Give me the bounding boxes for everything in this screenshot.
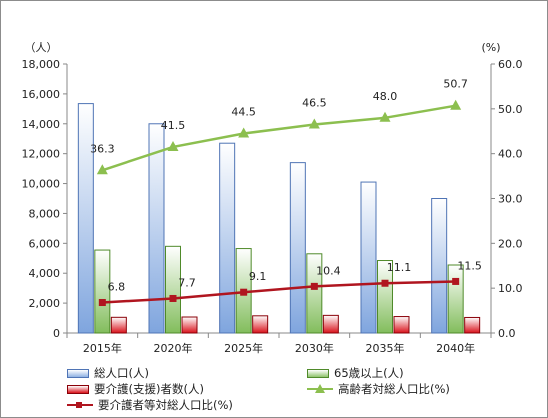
marker-care-ratio	[452, 277, 460, 285]
bar-total-population	[148, 123, 165, 334]
bar-care-recipients	[110, 316, 127, 334]
x-tick-label: 2040年	[436, 341, 475, 355]
data-label-elderly-ratio: 48.0	[373, 90, 398, 103]
bars	[77, 103, 481, 334]
marker-elderly-ratio	[379, 111, 391, 122]
data-label-care-ratio: 7.7	[178, 276, 196, 289]
line-elderly-ratio	[101, 104, 456, 172]
line-care-ratio	[102, 280, 456, 304]
legend-label-elderly-ratio: 高齢者対総人口比(%)	[338, 382, 450, 396]
left-tick-label: 2,000	[29, 297, 61, 310]
bar-total-population	[360, 181, 377, 334]
bar-total-population	[431, 198, 448, 334]
legend-swatch-65-plus	[307, 368, 329, 378]
legend: 総人口(人) 65歳以上(人) 要介護(支援)者数(人) 高齢者対総人口比(%)…	[67, 365, 537, 415]
legend-swatch-total-population	[67, 368, 89, 378]
x-tick-label: 2035年	[366, 341, 405, 355]
marker-care-ratio	[169, 294, 177, 302]
marker-elderly-ratio	[450, 99, 462, 110]
bar-care-recipients	[464, 316, 481, 334]
data-labels: 36.3 41.5 44.5 46.5 48.0 50.7 6.8 7.7 9.1 10.4 11.…	[90, 78, 482, 294]
right-tick-label: 10.0	[498, 282, 523, 295]
left-tick-label: 14,000	[22, 118, 61, 131]
left-tick-label: 18,000	[22, 58, 61, 71]
bar-65-plus	[306, 253, 323, 334]
bar-total-population	[77, 103, 94, 334]
bar-care-recipients	[252, 315, 269, 334]
lines	[96, 99, 462, 307]
right-tick-label: 20.0	[498, 237, 523, 250]
legend-label-65-plus: 65歳以上(人)	[334, 366, 404, 380]
legend-marker-care-ratio	[67, 400, 93, 410]
left-tick-label: 16,000	[22, 88, 61, 101]
bar-total-population	[219, 142, 236, 334]
left-tick-label: 10,000	[22, 178, 61, 191]
marker-care-ratio	[240, 288, 248, 296]
x-tick-label: 2030年	[295, 341, 334, 355]
data-label-care-ratio: 11.1	[387, 261, 412, 274]
data-label-elderly-ratio: 36.3	[90, 142, 115, 155]
legend-item-care-ratio: 要介護者等対総人口比(%)	[67, 397, 233, 413]
legend-item-65-plus: 65歳以上(人)	[307, 365, 404, 381]
bar-care-recipients	[393, 316, 410, 334]
legend-swatch-care-recipients	[67, 384, 89, 394]
marker-care-ratio	[310, 282, 318, 290]
left-tick-label: 0	[53, 327, 60, 340]
marker-care-ratio	[381, 279, 389, 287]
right-tick-label: 30.0	[498, 193, 523, 206]
bar-65-plus	[94, 249, 111, 334]
legend-item-elderly-ratio: 高齢者対総人口比(%)	[307, 381, 450, 397]
x-tick-label: 2025年	[224, 341, 263, 355]
left-tick-label: 12,000	[22, 148, 61, 161]
left-axis-unit: （人）	[25, 41, 58, 54]
data-label-elderly-ratio: 44.5	[231, 105, 256, 118]
data-label-care-ratio: 9.1	[249, 270, 267, 283]
x-tick-label: 2015年	[83, 341, 122, 355]
marker-elderly-ratio	[308, 118, 320, 129]
data-label-elderly-ratio: 41.5	[161, 119, 186, 132]
right-tick-label: 0.0	[498, 327, 516, 340]
left-tick-label: 8,000	[29, 207, 61, 220]
bar-care-recipients	[181, 316, 198, 334]
right-tick-label: 50.0	[498, 103, 523, 116]
legend-label-total-population: 総人口(人)	[94, 366, 149, 380]
right-tick-label: 40.0	[498, 148, 523, 161]
data-label-care-ratio: 6.8	[108, 281, 126, 294]
bar-65-plus	[447, 264, 464, 334]
left-tick-label: 6,000	[29, 237, 61, 250]
marker-elderly-ratio	[238, 127, 250, 138]
data-label-elderly-ratio: 50.7	[443, 78, 468, 91]
right-tick-label: 60.0	[498, 58, 523, 71]
data-label-elderly-ratio: 46.5	[302, 97, 327, 110]
legend-marker-elderly-ratio	[307, 384, 333, 394]
bar-65-plus	[165, 245, 181, 334]
marker-elderly-ratio	[167, 140, 179, 151]
legend-item-care-recipients: 要介護(支援)者数(人)	[67, 381, 204, 397]
legend-item-total-population: 総人口(人)	[67, 365, 149, 381]
marker-care-ratio	[98, 299, 106, 307]
bar-total-population	[289, 162, 306, 334]
bar-65-plus	[377, 260, 393, 334]
data-label-care-ratio: 11.5	[457, 259, 482, 272]
legend-label-care-recipients: 要介護(支援)者数(人)	[94, 382, 204, 396]
x-tick-label: 2020年	[154, 341, 193, 355]
right-axis-unit: (%)	[481, 41, 500, 54]
data-label-care-ratio: 10.4	[316, 264, 341, 277]
bar-care-recipients	[322, 314, 339, 334]
left-tick-label: 4,000	[29, 267, 61, 280]
legend-label-care-ratio: 要介護者等対総人口比(%)	[98, 398, 233, 412]
combo-chart: 0 2,000 4,000 6,000 8,000 10,000 12,000 14,000 1…	[22, 41, 523, 355]
marker-elderly-ratio	[96, 164, 108, 175]
axes: 0 2,000 4,000 6,000 8,000 10,000 12,000 14,000 1…	[22, 41, 523, 355]
